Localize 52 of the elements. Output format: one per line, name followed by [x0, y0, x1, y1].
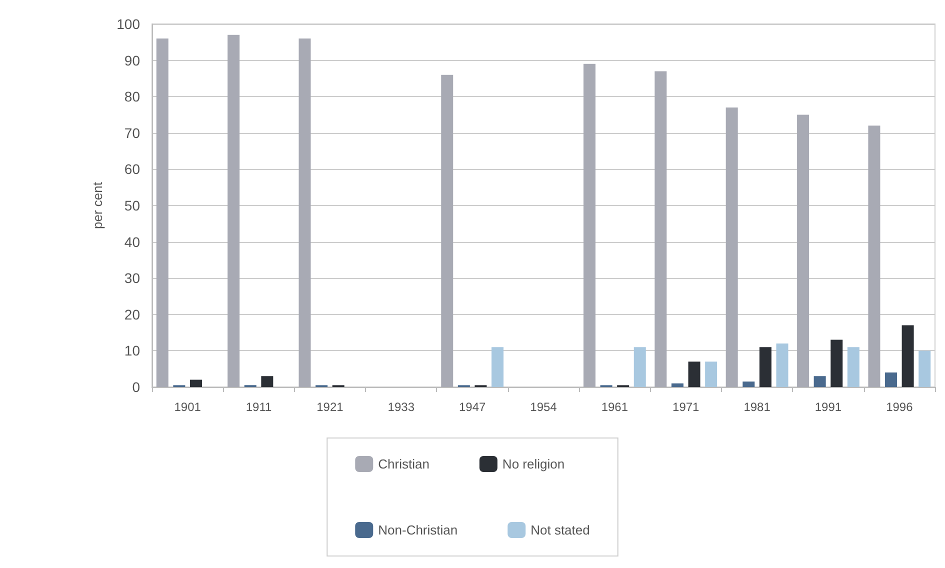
- bar: [688, 362, 700, 387]
- y-tick-label: 60: [124, 161, 140, 178]
- x-tick-label: 1911: [246, 400, 272, 414]
- legend-label: No religion: [502, 456, 565, 472]
- x-tick-label: 1933: [388, 400, 415, 414]
- x-tick-label: 1921: [316, 400, 344, 414]
- bar: [797, 114, 810, 387]
- y-tick-label: 30: [124, 270, 140, 286]
- bar: [441, 74, 454, 387]
- bar: [776, 343, 788, 387]
- bar: [918, 350, 931, 387]
- bar: [654, 71, 667, 387]
- bar: [261, 376, 274, 387]
- y-tick-label: 20: [124, 306, 140, 322]
- bar: [671, 383, 684, 387]
- y-tick-label: 90: [124, 52, 140, 68]
- x-tick-label: 1901: [174, 400, 202, 414]
- x-tick-label: 1954: [530, 400, 558, 414]
- y-tick-label: 80: [124, 88, 140, 105]
- y-tick-label: 40: [124, 234, 140, 250]
- legend-label: Non-Christian: [378, 522, 458, 538]
- bar: [847, 347, 860, 387]
- bar: [583, 64, 596, 387]
- bar: [156, 38, 168, 387]
- bar: [492, 347, 504, 387]
- bar: [298, 38, 311, 387]
- bar: [830, 340, 843, 387]
- bar: [726, 107, 738, 387]
- bar: [634, 347, 646, 387]
- y-tick-label: 100: [116, 16, 140, 32]
- x-tick-label: 1971: [672, 400, 700, 414]
- bar: [885, 372, 898, 387]
- legend-label: Not stated: [530, 522, 590, 538]
- y-axis-title: per cent: [90, 182, 105, 229]
- bar: [902, 325, 914, 387]
- legend-label: Christian: [378, 456, 430, 472]
- x-tick-label: 1991: [814, 400, 842, 414]
- x-tick-label: 1981: [744, 400, 771, 414]
- bar: [228, 34, 240, 387]
- x-tick-label: 1961: [601, 400, 628, 414]
- x-tick-label: 1947: [458, 400, 486, 414]
- y-tick-label: 10: [124, 342, 140, 359]
- bar: [705, 362, 718, 387]
- bar: [742, 382, 755, 387]
- y-tick-label: 70: [124, 124, 140, 141]
- bar: [190, 380, 202, 387]
- bar: [814, 376, 826, 387]
- x-tick-label: 1996: [886, 400, 914, 414]
- bar: [868, 126, 880, 387]
- bar: [759, 347, 772, 387]
- y-tick-label: 0: [132, 379, 140, 395]
- y-tick-label: 50: [124, 198, 140, 214]
